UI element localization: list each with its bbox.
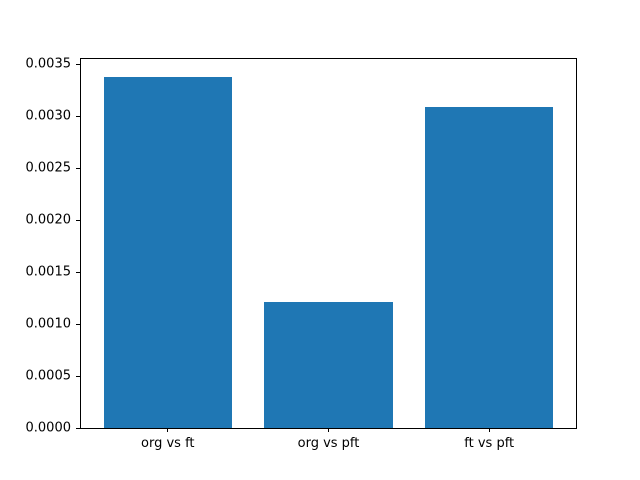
bar-ft-vs-pft	[424, 106, 554, 428]
y-tick-label: 0.0020	[25, 212, 72, 228]
y-tick-label: 0.0035	[25, 56, 72, 72]
x-tick-label: ft vs pft	[464, 436, 515, 451]
x-axis-tick	[328, 428, 329, 432]
bar-org-vs-pft	[264, 302, 393, 428]
y-axis-tick	[76, 427, 80, 429]
y-tick-label: 0.0030	[25, 108, 72, 124]
y-tick-label: 0.0000	[25, 420, 72, 436]
y-tick-label: 0.0025	[25, 160, 72, 176]
y-axis-tick	[76, 63, 80, 65]
x-tick-label: org vs pft	[297, 436, 360, 451]
y-axis-tick	[76, 375, 80, 377]
plot-area: 0.0000 0.0005 0.0010 0.0015 0.0020 0.0025 0.00…	[26, 58, 577, 450]
y-axis-tick	[76, 219, 80, 221]
y-axis-tick	[76, 271, 80, 273]
y-axis-tick	[76, 323, 80, 325]
y-tick-label: 0.0015	[25, 264, 72, 280]
bar-org-vs-ft	[103, 76, 233, 428]
y-tick-label: 0.0005	[25, 368, 72, 384]
x-axis-tick	[488, 428, 490, 432]
x-axis-tick	[167, 428, 169, 432]
y-axis-tick	[76, 167, 80, 169]
y-tick-label: 0.0010	[25, 316, 72, 332]
x-tick-label: org vs ft	[141, 436, 195, 451]
y-axis-tick	[76, 115, 80, 117]
